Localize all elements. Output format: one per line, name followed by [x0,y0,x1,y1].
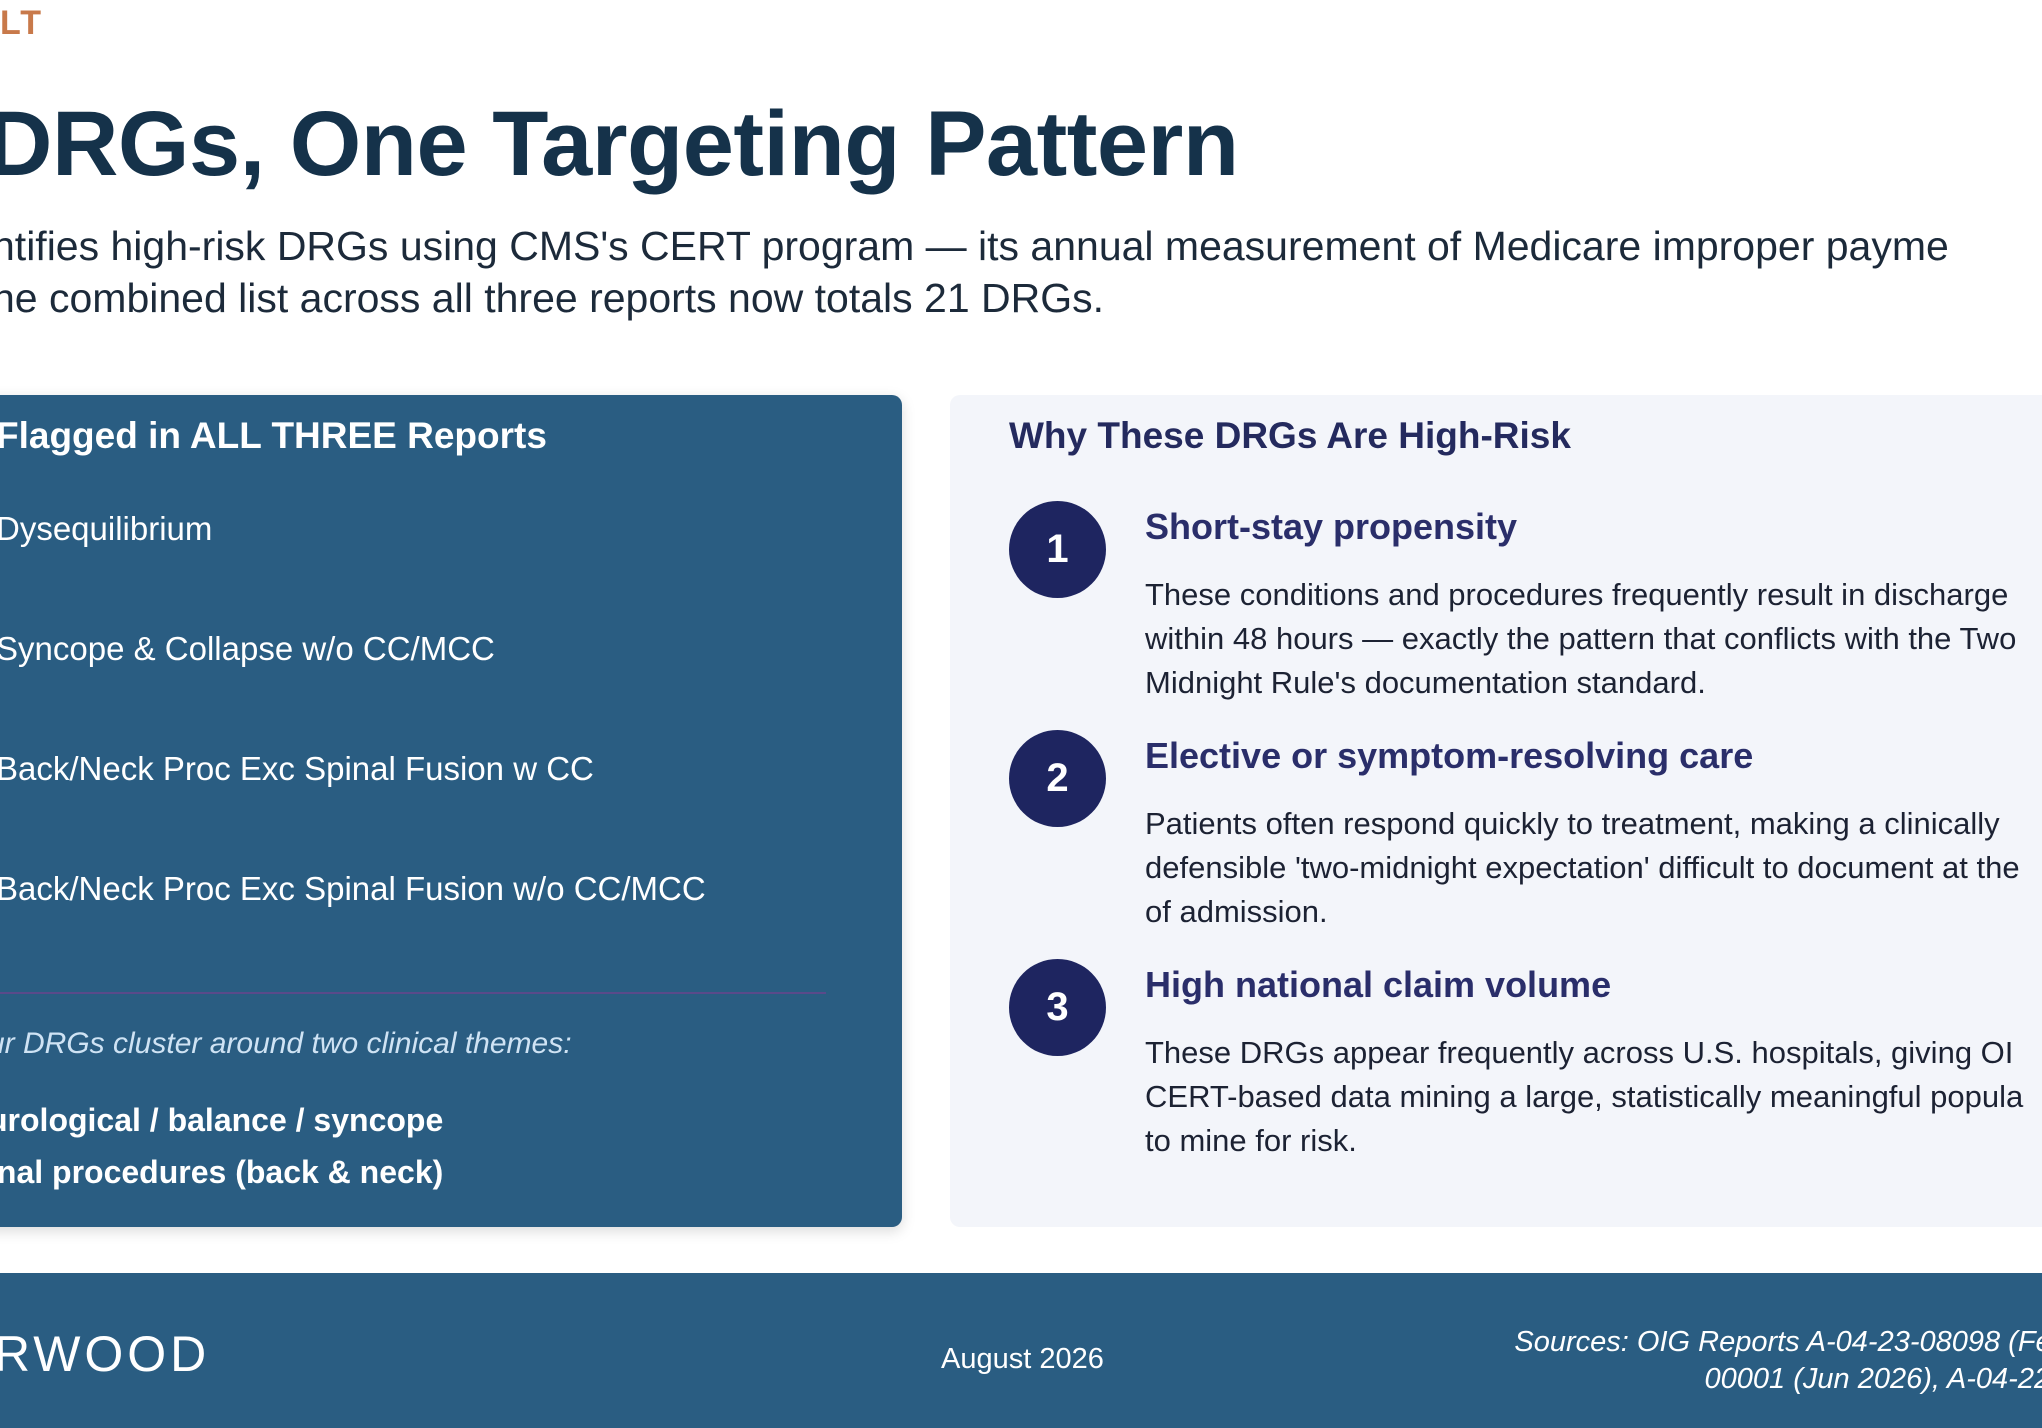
subtitle-line: he combined list across all three report… [0,275,1105,321]
footer-sources: Sources: OIG Reports A-04-23-08098 (Feb … [1514,1324,2042,1398]
flagged-drgs-card: Flagged in ALL THREE Reports Dysequilibr… [0,395,902,1227]
clinical-theme: inal procedures (back & neck) [0,1154,444,1190]
reason-body: Patients often respond quickly to treatm… [1145,802,2020,934]
footer-date: August 2026 [941,1343,1104,1375]
drg-item: Back/Neck Proc Exc Spinal Fusion w/o CC/… [0,870,706,907]
card-divider [0,992,826,994]
number-badge: 1 [1009,501,1106,598]
reason-heading: High national claim volume [1145,964,1612,1005]
eyebrow-label: LT [0,4,44,42]
reason-line: CERT-based data mining a large, statisti… [1145,1079,2024,1114]
reason-body: These conditions and procedures frequent… [1145,573,2016,705]
page-subtitle: ntifies high-risk DRGs using CMS's CERT … [0,220,1949,324]
reason-heading: Short-stay propensity [1145,506,1518,547]
drg-item: Back/Neck Proc Exc Spinal Fusion w CC [0,750,594,787]
reason-line: These conditions and procedures frequent… [1145,577,2009,612]
reason-line: Patients often respond quickly to treatm… [1145,806,2000,841]
reasons-title: Why These DRGs Are High-Risk [1009,415,1571,456]
sources-line: Sources: OIG Reports A-04-23-08098 (Feb … [1514,1326,2042,1358]
themes-intro: ur DRGs cluster around two clinical them… [0,1027,572,1060]
drg-item: Syncope & Collapse w/o CC/MCC [0,630,495,667]
subtitle-line: ntifies high-risk DRGs using CMS's CERT … [0,223,1949,269]
footer-bar: RWOOD August 2026 Sources: OIG Reports A… [0,1273,2042,1428]
reason-line: to mine for risk. [1145,1123,1357,1158]
reason-line: Midnight Rule's documentation standard. [1145,665,1706,700]
reason-line: within 48 hours — exactly the pattern th… [1145,621,2017,656]
clinical-theme: urological / balance / syncope [0,1102,444,1138]
reason-body: These DRGs appear frequently across U.S.… [1145,1031,2023,1163]
drg-item: Dysequilibrium [0,510,213,547]
reason-line: defensible 'two-midnight expectation' di… [1145,850,2020,885]
sources-line: 00001 (Jun 2026), A-04-22-07 [1704,1363,2042,1395]
number-badge: 3 [1009,959,1106,1056]
flagged-drgs-title: Flagged in ALL THREE Reports [0,415,547,456]
reason-line: of admission. [1145,894,1328,929]
brand-logo: RWOOD [0,1326,211,1382]
page-title: DRGs, One Targeting Pattern [0,93,1239,195]
reason-heading: Elective or symptom-resolving care [1145,735,1754,776]
high-risk-reasons-card: Why These DRGs Are High-Risk 1 Short-sta… [950,395,2042,1227]
number-badge: 2 [1009,730,1106,827]
reason-line: These DRGs appear frequently across U.S.… [1145,1035,2014,1070]
